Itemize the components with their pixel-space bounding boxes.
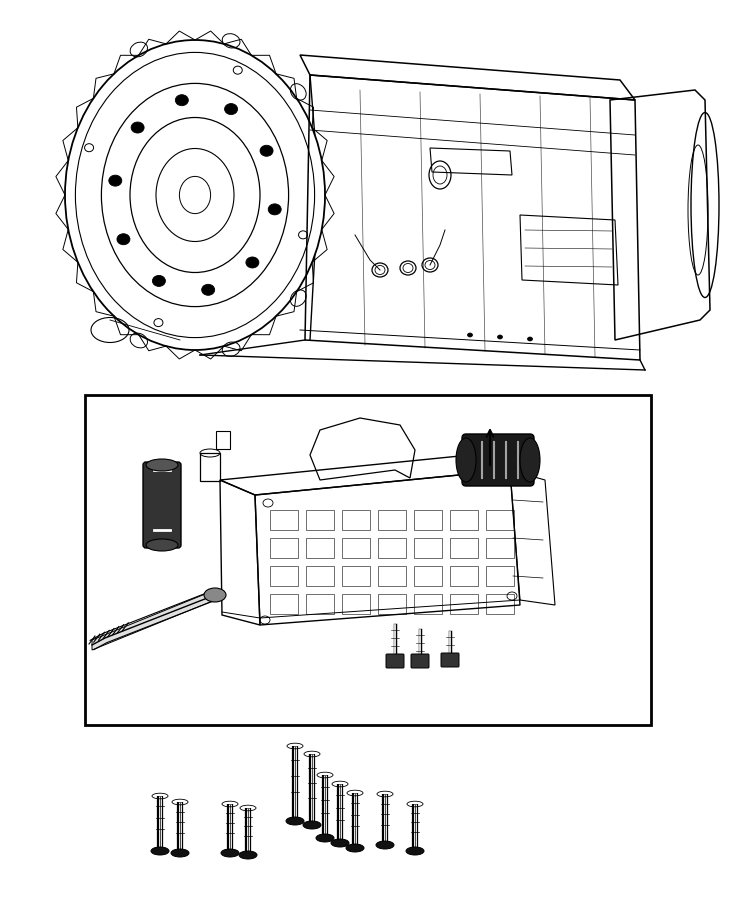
Ellipse shape — [131, 122, 144, 133]
Ellipse shape — [331, 839, 349, 847]
Ellipse shape — [202, 284, 215, 295]
Bar — [414, 566, 442, 586]
FancyBboxPatch shape — [143, 462, 181, 548]
Bar — [450, 510, 478, 530]
Ellipse shape — [260, 145, 273, 157]
Ellipse shape — [117, 234, 130, 245]
Bar — [216, 431, 230, 449]
Ellipse shape — [246, 257, 259, 268]
Ellipse shape — [109, 176, 122, 186]
Ellipse shape — [376, 841, 394, 849]
Ellipse shape — [146, 459, 178, 471]
Bar — [486, 538, 514, 558]
Ellipse shape — [520, 438, 540, 482]
Bar — [486, 594, 514, 614]
Bar — [486, 566, 514, 586]
Bar — [378, 510, 406, 530]
Ellipse shape — [221, 849, 239, 857]
Bar — [342, 538, 370, 558]
Ellipse shape — [146, 539, 178, 551]
Bar — [342, 594, 370, 614]
Bar — [486, 510, 514, 530]
Bar — [306, 510, 334, 530]
Bar — [414, 510, 442, 530]
Bar — [85, 395, 651, 725]
Bar — [414, 594, 442, 614]
FancyBboxPatch shape — [386, 654, 404, 668]
Ellipse shape — [204, 588, 226, 602]
Bar — [450, 538, 478, 558]
Ellipse shape — [468, 333, 473, 337]
Bar — [306, 594, 334, 614]
Ellipse shape — [406, 847, 424, 855]
Polygon shape — [92, 590, 215, 650]
Ellipse shape — [316, 834, 334, 842]
Ellipse shape — [456, 438, 476, 482]
Ellipse shape — [268, 204, 281, 215]
Bar — [450, 594, 478, 614]
Ellipse shape — [528, 337, 533, 341]
Bar — [270, 510, 298, 530]
Bar — [270, 566, 298, 586]
Bar — [270, 538, 298, 558]
Bar — [378, 566, 406, 586]
Ellipse shape — [171, 849, 189, 857]
FancyBboxPatch shape — [411, 654, 429, 668]
Ellipse shape — [346, 844, 364, 852]
Ellipse shape — [497, 335, 502, 339]
Ellipse shape — [239, 851, 257, 859]
Bar — [306, 538, 334, 558]
Bar — [378, 594, 406, 614]
Bar — [378, 538, 406, 558]
Bar — [200, 453, 220, 481]
Ellipse shape — [303, 821, 321, 829]
Ellipse shape — [176, 94, 188, 105]
Bar — [342, 566, 370, 586]
Ellipse shape — [151, 847, 169, 855]
Bar — [270, 594, 298, 614]
Ellipse shape — [153, 275, 165, 286]
Bar — [414, 538, 442, 558]
Bar — [306, 566, 334, 586]
Ellipse shape — [225, 104, 238, 114]
Bar — [342, 510, 370, 530]
FancyBboxPatch shape — [462, 434, 534, 486]
FancyBboxPatch shape — [441, 653, 459, 667]
Bar — [450, 566, 478, 586]
Ellipse shape — [286, 817, 304, 825]
